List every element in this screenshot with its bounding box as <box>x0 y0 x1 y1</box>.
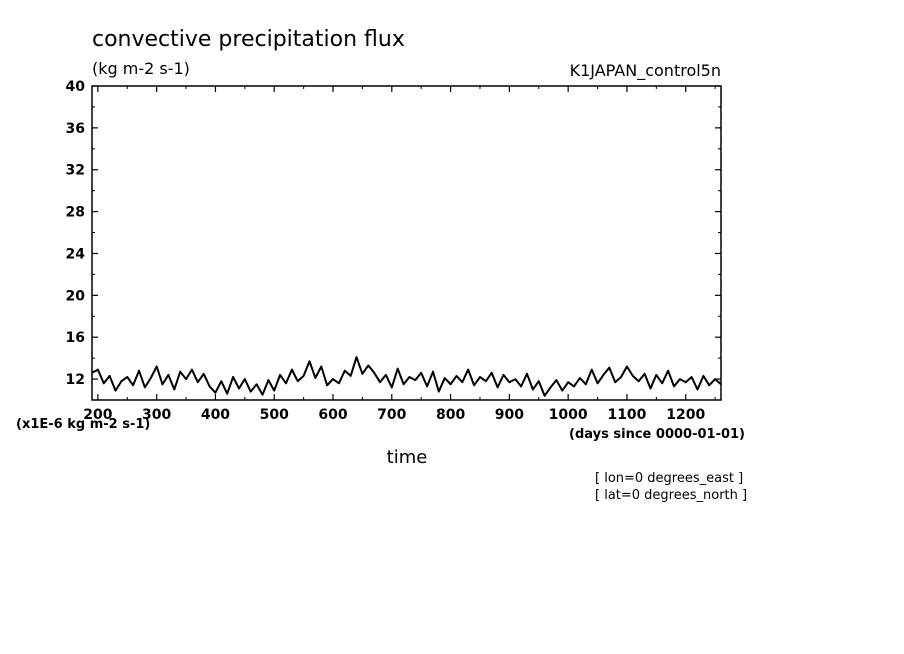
lon-annotation: [ lon=0 degrees_east ] <box>595 471 743 486</box>
y-tick-label: 20 <box>66 288 86 304</box>
dataset-label: K1JAPAN_control5n <box>570 61 721 81</box>
y-axis: 12 16 20 24 28 32 36 40 <box>66 79 721 388</box>
y-tick-label: 36 <box>66 121 85 137</box>
y-tick-label: 28 <box>66 205 85 221</box>
y-tick-label: 12 <box>66 372 85 388</box>
x-tick-label: 500 <box>260 407 289 423</box>
chart-units: (kg m-2 s-1) <box>92 59 190 78</box>
y-tick-label: 40 <box>66 79 86 95</box>
x-tick-label: 300 <box>142 407 171 423</box>
x-axis-label: time <box>387 447 428 468</box>
x-tick-label: 800 <box>436 407 465 423</box>
y-tick-label: 24 <box>66 246 86 262</box>
y-tick-label: 32 <box>66 163 85 179</box>
plot-frame <box>91 85 722 401</box>
lat-annotation: [ lat=0 degrees_north ] <box>595 488 747 503</box>
x-tick-label: 200 <box>83 407 112 423</box>
x-tick-label: 1000 <box>549 407 588 423</box>
x-tick-label: 600 <box>318 407 347 423</box>
series-line <box>91 356 722 397</box>
x-axis: 200 300 400 500 600 700 800 900 1000 1100 1200 <box>83 86 716 423</box>
x-units: (days since 0000-01-01) <box>569 427 745 442</box>
series-layer <box>91 356 722 397</box>
y-tick-label: 16 <box>66 330 85 346</box>
x-tick-label: 400 <box>201 407 230 423</box>
x-tick-label: 700 <box>377 407 406 423</box>
x-tick-label: 1200 <box>666 407 705 423</box>
y-scale-note: (x1E-6 kg m-2 s-1) <box>16 417 150 432</box>
chart-title: convective precipitation flux <box>92 27 405 52</box>
x-tick-label: 900 <box>495 407 524 423</box>
x-tick-label: 1100 <box>607 407 646 423</box>
